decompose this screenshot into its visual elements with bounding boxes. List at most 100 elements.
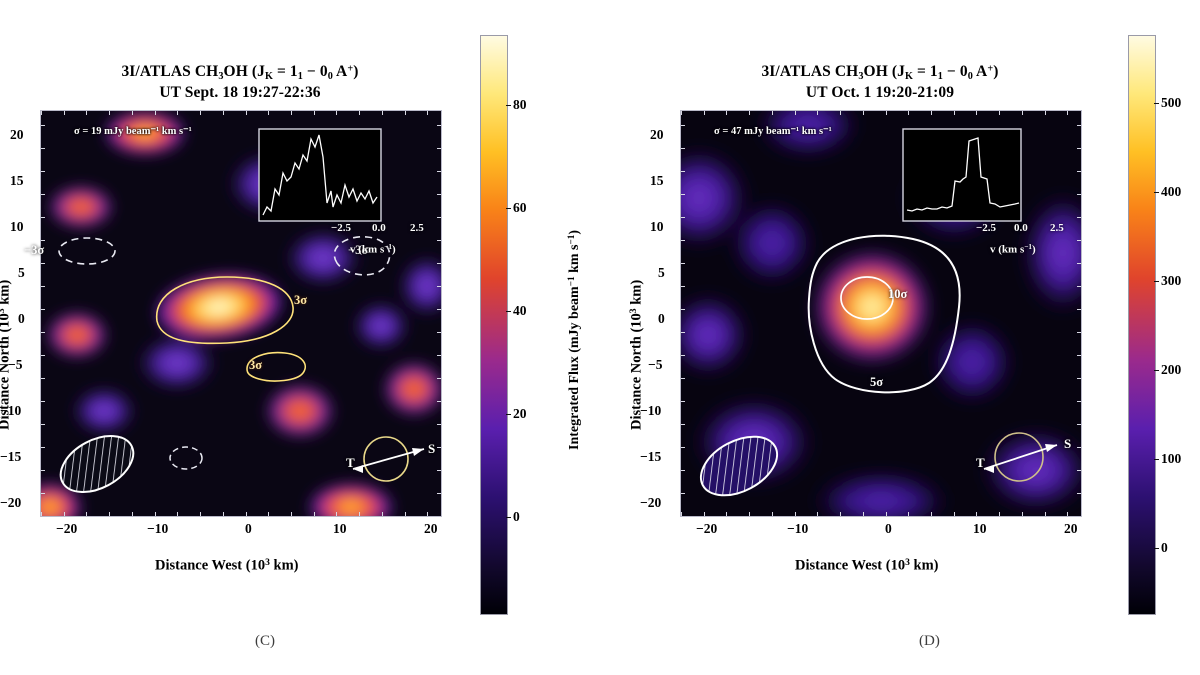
xtick-mark xyxy=(291,512,292,516)
ytick-mark-right xyxy=(1077,469,1081,471)
xtick-label: 0 xyxy=(245,521,252,536)
ytick-mark-right xyxy=(437,285,441,287)
ylabel-prefix: Distance North (10 xyxy=(628,313,645,430)
xlabel-suffix: km) xyxy=(909,557,939,574)
sun-arrow-head xyxy=(412,448,424,456)
colorbar-d[interactable] xyxy=(1128,35,1156,615)
panel-d-title-line1: 3I/ATLAS CH3OH (JK = 11 − 00 A+) xyxy=(680,62,1080,83)
panel-d-title: 3I/ATLAS CH3OH (JK = 11 − 00 A+) UT Oct.… xyxy=(680,62,1080,103)
ytick-mark-right xyxy=(1077,285,1081,287)
map-c[interactable] xyxy=(40,110,442,517)
xtick-label: 10 xyxy=(973,521,987,536)
xtick-mark-top xyxy=(268,111,270,115)
ytick-mark-right xyxy=(1077,331,1081,333)
xlabel-prefix: Distance West (10 xyxy=(155,557,266,574)
ytick-mark-right xyxy=(437,377,441,379)
xtick-label: 20 xyxy=(424,521,438,536)
title-sub-1: 1 xyxy=(937,70,943,82)
xtick-mark xyxy=(359,512,361,516)
xtick-mark xyxy=(131,512,133,516)
compass-d-sun-label: S xyxy=(1064,436,1072,451)
ytick-label: −10 xyxy=(0,403,22,418)
xtick-mark xyxy=(817,512,819,516)
ytick-mark xyxy=(681,469,685,471)
panel-c: 3I/ATLAS CH3OH (JK = 11 − 00 A+) UT Sept… xyxy=(0,35,583,649)
xtick-mark xyxy=(999,512,1001,516)
xtick-mark xyxy=(268,512,270,516)
xtick-mark-top xyxy=(1067,111,1069,115)
colorbar-c-title: Integrated Flux (mJy beam−1 km s−1) xyxy=(566,230,583,450)
contour-10sigma xyxy=(840,276,894,320)
ytick-mark xyxy=(41,469,45,471)
xtick-mark xyxy=(41,512,42,516)
map-d[interactable] xyxy=(680,110,1082,517)
ylabel-prefix: Distance North (10 xyxy=(0,313,13,430)
cbar-title-suffix: ) xyxy=(567,229,583,235)
xtick-mark xyxy=(154,512,156,516)
title-prefix: 3I/ATLAS CH xyxy=(121,63,219,80)
xtick-mark-top xyxy=(404,111,406,115)
colorbar-tick xyxy=(1154,370,1159,371)
xtick-mark xyxy=(908,512,910,516)
tail-arrow-head xyxy=(984,465,994,473)
ytick-label: −5 xyxy=(648,357,663,372)
ytick-label: 10 xyxy=(10,219,24,234)
ytick-mark-right xyxy=(1077,124,1081,126)
xtick-label: −10 xyxy=(147,521,169,536)
xlabel-sup: 3 xyxy=(905,557,910,568)
xtick-mark-top xyxy=(336,111,338,115)
xtick-mark-top xyxy=(245,111,247,115)
xtick-label: −10 xyxy=(787,521,809,536)
colorbar-tick xyxy=(1154,192,1159,193)
inset-xlabel-prefix: v (km s xyxy=(350,243,385,256)
inset-c-xtick: 0.0 xyxy=(372,222,386,234)
map-d-image xyxy=(681,111,1081,516)
xtick-mark xyxy=(681,512,682,516)
ytick-mark xyxy=(41,285,45,287)
xtick-mark-top xyxy=(703,111,705,115)
colorbar-tick-label: 200 xyxy=(1161,362,1182,377)
ytick-mark xyxy=(41,354,45,356)
xlabel-suffix: km) xyxy=(269,557,299,574)
title-close: ) xyxy=(993,63,999,80)
xtick-mark xyxy=(222,512,224,516)
colorbar-tick xyxy=(506,517,511,518)
ytick-mark xyxy=(681,285,685,287)
ylabel-suffix: km) xyxy=(0,279,13,305)
title-prefix: 3I/ATLAS CH xyxy=(761,63,859,80)
xtick-label: 0 xyxy=(885,521,892,536)
ytick-mark-right xyxy=(437,193,441,195)
colorbar-tick-label: 20 xyxy=(513,406,527,421)
ytick-mark-right xyxy=(437,147,441,149)
xtick-mark-top xyxy=(953,111,955,115)
xtick-mark xyxy=(427,512,429,516)
xtick-mark-top xyxy=(313,111,315,115)
colorbar-tick xyxy=(506,105,511,106)
ytick-mark xyxy=(41,377,45,379)
xtick-mark xyxy=(109,512,111,516)
panel-c-label: (C) xyxy=(255,633,275,649)
colorbar-c[interactable] xyxy=(480,35,508,615)
map-d-xlabel: Distance West (103 km) xyxy=(795,557,938,574)
ytick-mark-right xyxy=(1077,308,1081,310)
contour-label-10sigma: 10σ xyxy=(888,287,908,301)
xtick-mark-top xyxy=(177,111,179,115)
xtick-mark-top xyxy=(771,111,773,115)
xtick-mark-top xyxy=(41,111,42,115)
contour-3sigma-secondary xyxy=(246,351,307,382)
compass-c xyxy=(352,436,425,482)
beam-ellipse xyxy=(699,435,779,497)
ytick-mark-right xyxy=(1077,400,1081,402)
ytick-label: 5 xyxy=(18,265,25,280)
ytick-mark xyxy=(41,400,45,402)
colorbar-tick-label: 40 xyxy=(513,303,527,318)
ylabel-sup: 3 xyxy=(628,308,639,314)
xtick-mark-top xyxy=(885,111,887,115)
contour-5sigma xyxy=(807,234,961,394)
inset-xlabel-suffix: ) xyxy=(392,243,396,256)
xtick-mark xyxy=(953,512,955,516)
ytick-label: −15 xyxy=(0,449,22,464)
ytick-mark xyxy=(681,331,685,333)
xtick-mark-top xyxy=(427,111,429,115)
ytick-mark xyxy=(681,423,685,425)
